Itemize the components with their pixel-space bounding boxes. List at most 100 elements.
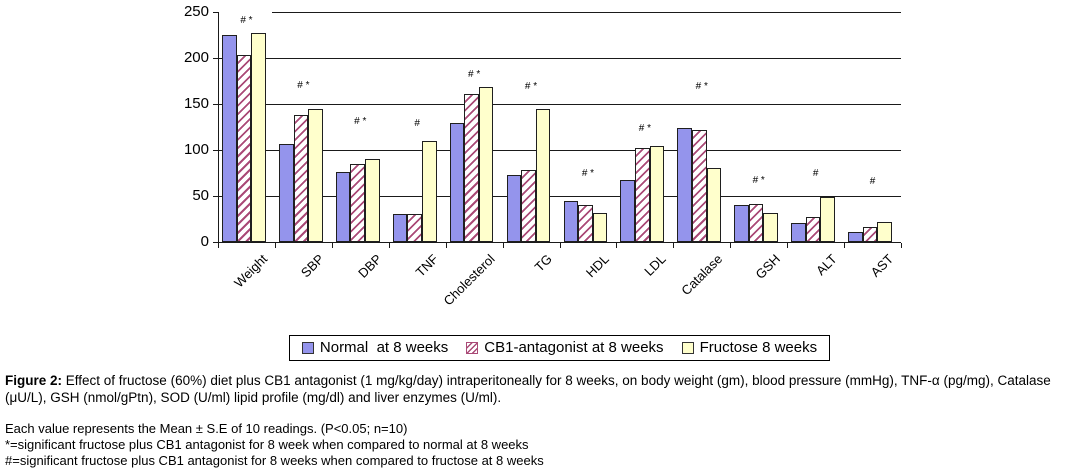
significance-annotation: # <box>414 118 420 130</box>
y-axis-tick-label: 150 <box>183 95 209 112</box>
significance-annotation: # * <box>695 81 708 93</box>
y-axis-tick-label: 250 <box>183 3 209 20</box>
bar-hdl-s2 <box>592 212 608 242</box>
legend-item-label: CB1-antagonist at 8 weeks <box>484 339 664 356</box>
x-category-label-cholesterol: Cholesterol <box>440 251 499 309</box>
significance-annotation: # <box>869 176 876 188</box>
bar-ldl-s1 <box>635 148 650 242</box>
y-axis-tick <box>213 196 218 197</box>
significance-annotation: # * <box>752 175 765 187</box>
y-axis-tick <box>213 12 218 13</box>
bar-cholesterol-s0 <box>449 123 465 242</box>
note-hash-definition: #=significant fructose plus CB1 antagoni… <box>5 453 544 468</box>
bar-dbp-s0 <box>335 172 351 242</box>
bar-alt-s2 <box>820 196 835 242</box>
bar-sbp-s1 <box>293 115 309 242</box>
significance-annotation: # * <box>297 79 310 91</box>
gridline <box>218 58 901 59</box>
bar-alt-s1 <box>805 217 821 242</box>
x-axis-tick <box>730 243 732 248</box>
bar-gsh-s1 <box>748 204 764 242</box>
significance-annotation: # * <box>354 116 367 128</box>
y-axis-line <box>218 12 219 242</box>
significance-annotation: # * <box>638 122 651 134</box>
x-axis-tick <box>844 243 846 248</box>
legend-box: Normal at 8 weeks CB1-antagonist at 8 wee… <box>288 335 831 361</box>
y-axis-tick-label: 50 <box>192 187 209 204</box>
bar-sbp-s0 <box>278 144 294 242</box>
x-category-label-tnf: TNF <box>412 251 442 280</box>
significance-annotation: # * <box>524 80 538 92</box>
figure-caption: Figure 2: Effect of fructose (60%) diet … <box>5 372 1063 406</box>
bar-weight-s1 <box>236 55 252 242</box>
x-axis-tick <box>388 243 390 248</box>
bar-tnf-s0 <box>392 214 408 242</box>
y-axis-tick <box>213 242 218 243</box>
x-category-label-ast: AST <box>867 251 897 280</box>
bar-catalase-s1 <box>691 129 707 242</box>
figure-caption-label: Figure 2: <box>5 373 63 388</box>
x-axis-tick <box>445 243 447 248</box>
x-axis-tick <box>559 243 561 248</box>
legend-item-label: Normal at 8 weeks <box>319 339 449 356</box>
x-category-label-gsh: GSH <box>752 251 783 282</box>
bar-tg-s1 <box>521 170 536 242</box>
note-mean-se: Each value represents the Mean ± S.E of … <box>5 421 408 436</box>
bar-weight-s0 <box>222 35 237 242</box>
bar-ldl-s2 <box>649 146 665 242</box>
x-axis-tick <box>502 243 504 248</box>
gridline <box>272 12 901 13</box>
x-category-label-alt: ALT <box>812 251 840 279</box>
y-axis-tick-label: 0 <box>200 233 209 250</box>
bar-cholesterol-s1 <box>464 93 479 242</box>
gridline <box>218 196 901 197</box>
x-axis-line <box>218 242 901 243</box>
bar-tnf-s2 <box>421 140 437 242</box>
x-axis-tick <box>673 243 675 248</box>
x-axis-tick <box>616 243 618 248</box>
significance-annotation: # * <box>581 167 595 179</box>
bar-ast-s1 <box>862 227 878 242</box>
bar-catalase-s2 <box>706 168 722 242</box>
bar-tg-s0 <box>506 174 522 242</box>
figure-notes: Each value represents the Mean ± S.E of … <box>5 421 1063 469</box>
figure-caption-text: Effect of fructose (60%) diet plus CB1 a… <box>5 373 1051 405</box>
bar-tg-s2 <box>535 108 551 242</box>
x-category-label-sbp: SBP <box>298 251 328 281</box>
x-axis-tick <box>274 243 276 248</box>
x-category-label-catalase: Catalase <box>678 251 726 299</box>
bar-ast-s2 <box>877 221 892 242</box>
legend-swatch-icon <box>301 342 314 354</box>
legend-swatch-icon <box>466 342 479 354</box>
bar-gsh-s2 <box>763 213 779 242</box>
bar-hdl-s0 <box>563 200 579 242</box>
note-asterisk-definition: *=significant fructose plus CB1 antagoni… <box>5 437 529 452</box>
bar-weight-s2 <box>251 33 266 242</box>
y-axis-tick-label: 200 <box>183 49 209 66</box>
bar-alt-s0 <box>791 222 806 242</box>
bar-cholesterol-s2 <box>478 87 494 242</box>
y-axis-tick-label: 100 <box>183 141 209 158</box>
x-axis-tick <box>901 243 902 248</box>
bar-dbp-s2 <box>365 159 380 242</box>
bar-sbp-s2 <box>308 108 323 242</box>
x-axis-tick <box>787 243 789 248</box>
legend-item-normal: Normal at 8 weeks <box>301 339 449 356</box>
bar-chart: 0 50 100 150 200 250 # * # * # * # # * # * # * # * # *… <box>183 3 902 309</box>
chart-legend: Normal at 8 weeks CB1-antagonist at 8 wee… <box>218 335 901 361</box>
bar-gsh-s0 <box>734 205 749 242</box>
x-axis-tick <box>218 243 219 248</box>
legend-item-label: Fructose 8 weeks <box>699 339 818 356</box>
y-axis-tick <box>213 104 218 105</box>
gridline <box>218 150 901 151</box>
x-category-label-weight: Weight <box>231 251 271 291</box>
y-axis-tick <box>213 58 218 59</box>
bar-catalase-s0 <box>677 127 692 242</box>
significance-annotation: # * <box>468 69 481 81</box>
bar-ast-s0 <box>848 231 863 242</box>
x-category-label-ldl: LDL <box>641 251 669 279</box>
bar-tnf-s1 <box>407 214 422 242</box>
gridline <box>218 104 901 105</box>
significance-annotation: # * <box>240 15 253 27</box>
